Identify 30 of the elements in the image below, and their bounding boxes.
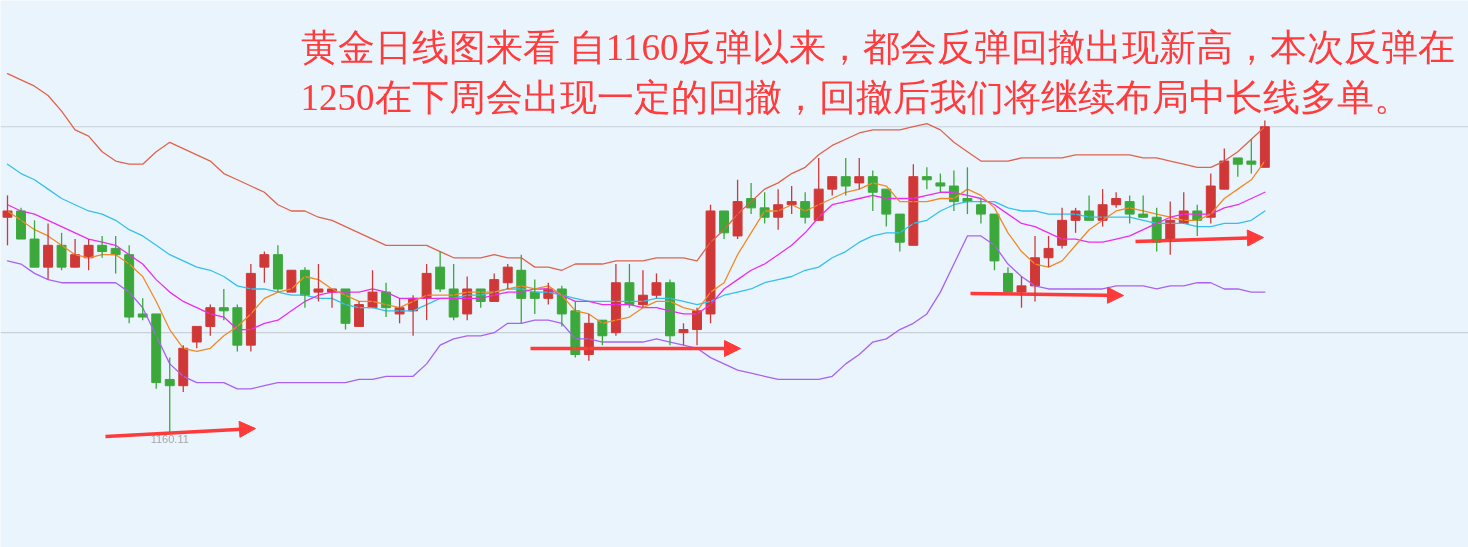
candlestick — [1138, 194, 1149, 218]
candlestick — [56, 232, 67, 271]
candlestick — [1043, 235, 1054, 268]
candlestick — [705, 204, 716, 324]
candlestick — [827, 176, 838, 197]
candlestick — [732, 179, 743, 240]
candlestick — [935, 172, 946, 193]
candlestick — [367, 269, 378, 309]
candlestick — [259, 250, 270, 284]
candlestick — [286, 269, 297, 293]
candlestick — [1016, 275, 1027, 309]
candlestick — [29, 219, 40, 268]
candlestick — [678, 322, 689, 346]
annotation: 1160.11 — [150, 432, 189, 445]
candlestick — [218, 288, 229, 321]
candlestick — [137, 297, 148, 321]
candlestick — [989, 213, 1000, 271]
candlestick — [1219, 147, 1230, 190]
candlestick — [651, 272, 662, 299]
candlestick — [502, 263, 513, 290]
candlestick — [894, 213, 905, 253]
candlestick — [1246, 138, 1257, 175]
candlestick — [313, 263, 324, 303]
candlestick — [191, 325, 202, 349]
candlestick — [624, 263, 635, 309]
candlestick — [1232, 157, 1243, 178]
candlestick — [854, 157, 865, 190]
candlestick — [2, 194, 13, 246]
text: 黄金日线图来看 自1160反弹以来，都会反弹回撤出现新高，本次反弹在1250在下周会出现一定的回撤，回撤后我们将继续布局中长线多单。 — [300, 26, 1456, 118]
candlestick — [840, 157, 851, 197]
